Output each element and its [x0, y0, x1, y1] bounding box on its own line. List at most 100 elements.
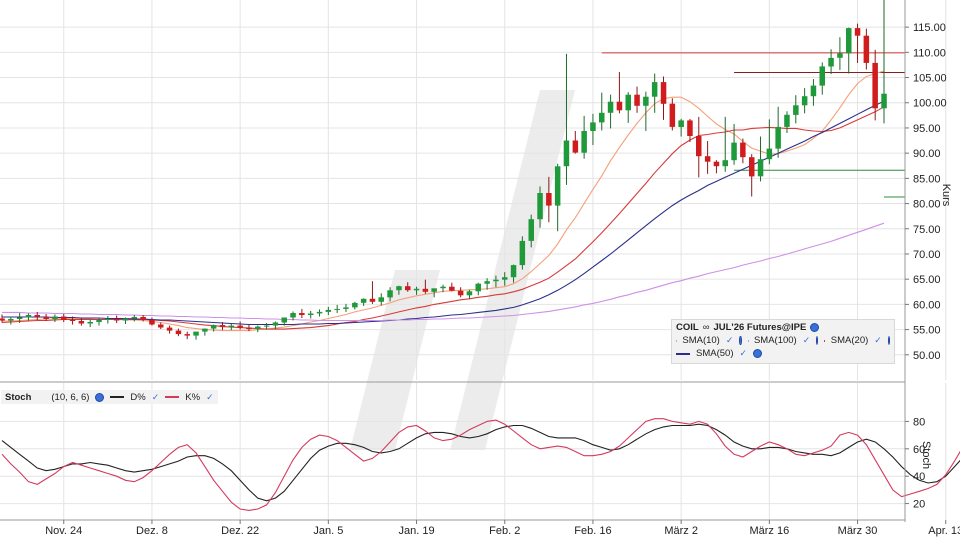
candle-body: [881, 93, 887, 109]
legend-k: K%: [185, 391, 201, 403]
date-tick-label: März 16: [749, 525, 789, 537]
stoch-tick-label: 80: [913, 416, 925, 428]
candle-body: [696, 136, 702, 157]
candle-body: [202, 328, 208, 332]
check-icon[interactable]: ✓: [206, 391, 214, 402]
candle-body: [837, 53, 843, 58]
date-tick-label: Apr. 13: [928, 525, 960, 537]
candle-body: [493, 279, 499, 282]
check-icon[interactable]: ✓: [874, 335, 882, 345]
stochastic-lines: [1, 418, 960, 511]
candle-body: [475, 283, 481, 292]
candle-body: [749, 157, 755, 177]
price-tick-label: 50.00: [913, 350, 941, 362]
date-tick-label: Jan. 19: [398, 525, 434, 537]
candle-body: [352, 302, 358, 308]
candle-body: [572, 140, 579, 153]
candle-body: [25, 315, 32, 318]
candle-body: [193, 331, 199, 336]
stoch-tick-label: 40: [913, 471, 925, 483]
price-grid: [0, 0, 947, 380]
candle-body: [87, 322, 93, 324]
stoch-line: [1, 418, 960, 511]
candle-body: [281, 317, 287, 323]
candle-body: [263, 325, 270, 327]
candle-body: [113, 319, 120, 321]
k-swatch: [165, 396, 180, 398]
candle-body: [369, 298, 376, 302]
legend-instrument: COIL: [676, 322, 699, 333]
candle-body: [343, 307, 349, 309]
settings-icon[interactable]: [95, 392, 105, 402]
settings-icon[interactable]: [739, 336, 742, 345]
d-swatch: [110, 396, 125, 398]
candle-body: [166, 327, 173, 331]
candle-body: [272, 322, 279, 326]
candle-body: [704, 156, 711, 162]
legend-sma100: SMA(100): [753, 335, 797, 346]
candle-body: [846, 28, 852, 54]
candle-body: [175, 330, 182, 335]
candle-body: [299, 313, 305, 315]
candle-body: [413, 288, 420, 291]
stoch-axis-title: Stoch: [920, 441, 932, 469]
price-tick-label: 60.00: [913, 299, 941, 311]
candle-body: [149, 320, 155, 325]
candle-body: [466, 291, 473, 296]
candle-body: [669, 103, 676, 127]
check-icon[interactable]: ✓: [802, 335, 811, 345]
candle-body: [360, 298, 367, 303]
watermark-slash: [350, 270, 440, 450]
candle-body: [69, 320, 76, 321]
sma50-swatch: [676, 352, 690, 355]
candle-body: [449, 286, 455, 291]
price-legend: COIL ∞ JUL'26 Futures@IPE SMA(10) ✓ SMA(…: [671, 319, 895, 364]
stoch-tick-label: 20: [913, 499, 925, 511]
candle-body: [325, 309, 332, 312]
candle-body: [210, 325, 217, 329]
settings-icon[interactable]: [887, 336, 891, 345]
candle-body: [607, 101, 614, 113]
watermark-logo: [350, 90, 575, 450]
candle-body: [290, 313, 296, 318]
check-icon[interactable]: ✓: [739, 348, 748, 358]
candle-body: [255, 326, 261, 330]
candlesticks: [0, 0, 887, 340]
candle-body: [422, 288, 429, 292]
candle-body: [801, 96, 808, 106]
settings-icon[interactable]: [810, 323, 820, 332]
price-tick-label: 110.00: [913, 47, 946, 59]
candle-body: [616, 101, 623, 111]
settings-icon[interactable]: [816, 336, 819, 345]
settings-icon[interactable]: [753, 349, 763, 358]
check-icon[interactable]: ✓: [725, 335, 734, 345]
candle-body: [828, 57, 834, 67]
candle-body: [740, 142, 746, 158]
date-tick-label: März 30: [838, 525, 878, 537]
candle-body: [158, 324, 164, 328]
candle-body: [625, 94, 631, 111]
date-tick-label: Jan. 5: [313, 525, 343, 537]
price-axis-title: Kurs: [940, 184, 952, 207]
candle-body: [678, 120, 684, 127]
date-tick-label: Feb. 16: [574, 525, 611, 537]
candle-body: [122, 318, 129, 321]
legend-sma50: SMA(50): [696, 348, 734, 359]
candle-body: [546, 193, 552, 206]
candle-body: [308, 313, 314, 315]
price-tick-label: 70.00: [913, 249, 941, 261]
candle-body: [590, 122, 596, 131]
candle-body: [334, 308, 340, 310]
candle-body: [43, 317, 49, 319]
candle-body: [793, 105, 799, 115]
candle-body: [396, 286, 402, 291]
check-icon[interactable]: ✓: [151, 391, 160, 402]
price-tick-label: 95.00: [913, 123, 941, 135]
price-tick-label: 55.00: [913, 325, 941, 337]
sma-line: [1, 106, 885, 330]
candle-body: [52, 316, 58, 319]
candle-body: [8, 319, 14, 321]
legend-header: COIL ∞ JUL'26 Futures@IPE: [672, 320, 894, 335]
